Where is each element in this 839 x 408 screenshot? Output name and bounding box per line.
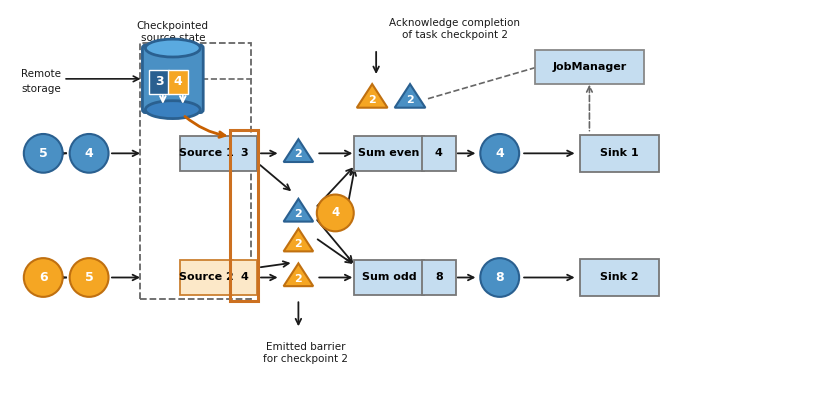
Text: Sum odd: Sum odd [362,273,416,282]
Circle shape [23,258,63,297]
Text: 3: 3 [240,149,248,158]
Text: 4: 4 [174,75,183,89]
FancyBboxPatch shape [180,136,233,171]
FancyBboxPatch shape [143,45,203,113]
Text: 2: 2 [294,149,302,160]
Text: Emitted barrier: Emitted barrier [266,342,345,352]
Text: 4: 4 [495,147,504,160]
FancyBboxPatch shape [180,260,233,295]
Text: Sink 1: Sink 1 [600,149,638,158]
Text: 4: 4 [85,147,93,160]
FancyBboxPatch shape [422,260,456,295]
Ellipse shape [145,101,201,119]
Text: 4: 4 [331,206,340,220]
Text: Acknowledge completion: Acknowledge completion [389,18,520,28]
FancyBboxPatch shape [169,70,188,94]
FancyBboxPatch shape [354,260,424,295]
FancyBboxPatch shape [580,135,659,172]
FancyBboxPatch shape [580,259,659,296]
Polygon shape [357,84,388,108]
Text: 4: 4 [435,149,443,158]
Text: for checkpoint 2: for checkpoint 2 [263,354,348,364]
Bar [140,43,251,299]
Polygon shape [284,228,313,251]
Text: 6: 6 [39,271,48,284]
Text: 5: 5 [39,147,48,160]
FancyBboxPatch shape [354,136,424,171]
Text: JobManager: JobManager [552,62,627,72]
Text: 2: 2 [294,239,302,249]
Polygon shape [284,264,313,286]
Text: Sink 2: Sink 2 [600,273,638,282]
Ellipse shape [145,39,201,57]
Text: source state: source state [141,33,205,43]
Text: Sum even: Sum even [358,149,420,158]
Circle shape [70,258,108,297]
Text: Source 1: Source 1 [180,149,234,158]
Bar [230,129,258,302]
FancyBboxPatch shape [231,136,257,171]
FancyBboxPatch shape [231,260,257,295]
Text: Remote: Remote [21,69,61,79]
Text: Checkpointed: Checkpointed [137,21,209,31]
FancyBboxPatch shape [149,70,169,94]
Text: 4: 4 [240,273,248,282]
Text: 3: 3 [155,75,164,89]
Text: Source 2: Source 2 [180,273,234,282]
Text: storage: storage [21,84,61,94]
Text: 2: 2 [294,274,302,284]
Text: of task checkpoint 2: of task checkpoint 2 [402,30,508,40]
Polygon shape [394,84,425,108]
Text: 5: 5 [85,271,93,284]
Circle shape [480,134,519,173]
Text: 2: 2 [406,95,414,105]
Circle shape [70,134,108,173]
Circle shape [23,134,63,173]
Circle shape [317,195,354,231]
Text: 8: 8 [435,273,443,282]
FancyBboxPatch shape [422,136,456,171]
FancyBboxPatch shape [535,50,644,84]
Polygon shape [284,199,313,222]
Circle shape [480,258,519,297]
Text: 8: 8 [495,271,504,284]
Text: 2: 2 [368,95,376,105]
Text: 2: 2 [294,209,302,219]
Polygon shape [284,139,313,162]
